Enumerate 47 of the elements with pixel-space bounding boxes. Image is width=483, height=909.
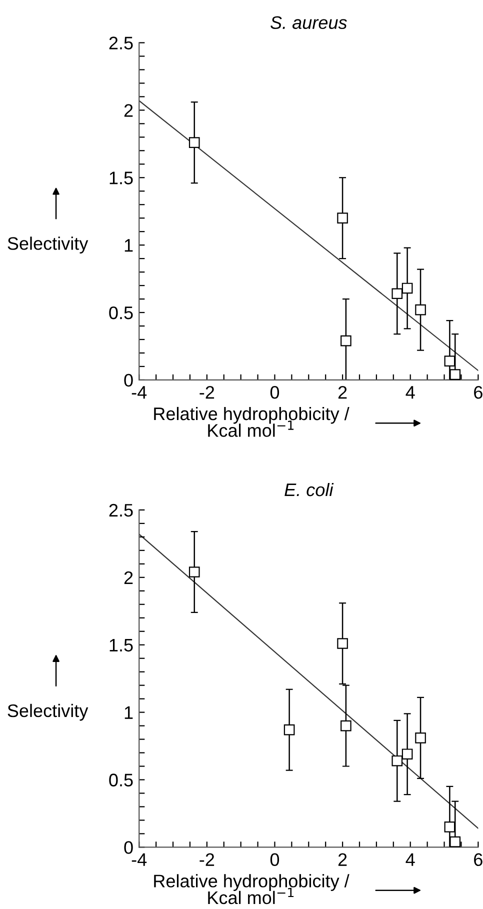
point [415, 304, 426, 316]
y-tick-label: 2 [124, 104, 133, 117]
chart-title: S. aureus [270, 16, 347, 30]
y-tick-label: 1 [124, 706, 133, 719]
point [392, 755, 403, 766]
point [402, 748, 413, 760]
x-tick-label: -2 [200, 386, 214, 399]
x-axis-title: Relative hydrophobicity / Kcal mol$^{−1}$ [154, 874, 350, 904]
x-axis-title: Relative hydrophobicity / Kcal mol$^{−1}$ [154, 406, 350, 437]
y-tick-label: 0 [124, 841, 133, 854]
x-tick-label: -2 [200, 853, 214, 866]
point [444, 356, 456, 366]
x-tick-label: 2 [338, 853, 347, 866]
point [415, 732, 426, 744]
y-tick-label: 2 [124, 571, 133, 584]
point [444, 822, 456, 832]
y-tick-label: 0 [124, 374, 133, 387]
x-tick-label: 2 [338, 386, 347, 399]
point [337, 638, 348, 649]
x-tick-label: 4 [406, 853, 415, 866]
point [188, 137, 200, 148]
x-tick-label: 0 [270, 853, 280, 866]
point [340, 720, 352, 732]
point [450, 836, 461, 848]
point [340, 335, 352, 346]
point [402, 282, 413, 294]
y-axis-title: Selectivity [8, 236, 88, 254]
y-axis-title: Selectivity [8, 704, 88, 721]
x-tick-label: -4 [132, 386, 147, 399]
x-tick-label: 6 [474, 386, 482, 399]
y-tick-label: 0.5 [109, 774, 133, 786]
x-tick-label: 4 [406, 386, 415, 399]
y-tick-label: 1.5 [110, 638, 133, 652]
point [450, 369, 461, 380]
y-tick-label: 2.5 [109, 36, 133, 50]
x-tick-label: -4 [132, 853, 147, 866]
point [284, 724, 295, 736]
y-tick-label: 1.5 [110, 172, 133, 184]
x-tick-label: 6 [474, 853, 482, 866]
point [392, 288, 403, 300]
point [188, 566, 200, 578]
y-tick-label: 0.5 [109, 306, 133, 320]
chart-title: E. coli [284, 482, 334, 496]
y-tick-label: 2.5 [109, 504, 133, 517]
y-tick-label: 1 [124, 239, 133, 252]
x-tick-label: 0 [270, 386, 280, 399]
point [337, 212, 348, 224]
